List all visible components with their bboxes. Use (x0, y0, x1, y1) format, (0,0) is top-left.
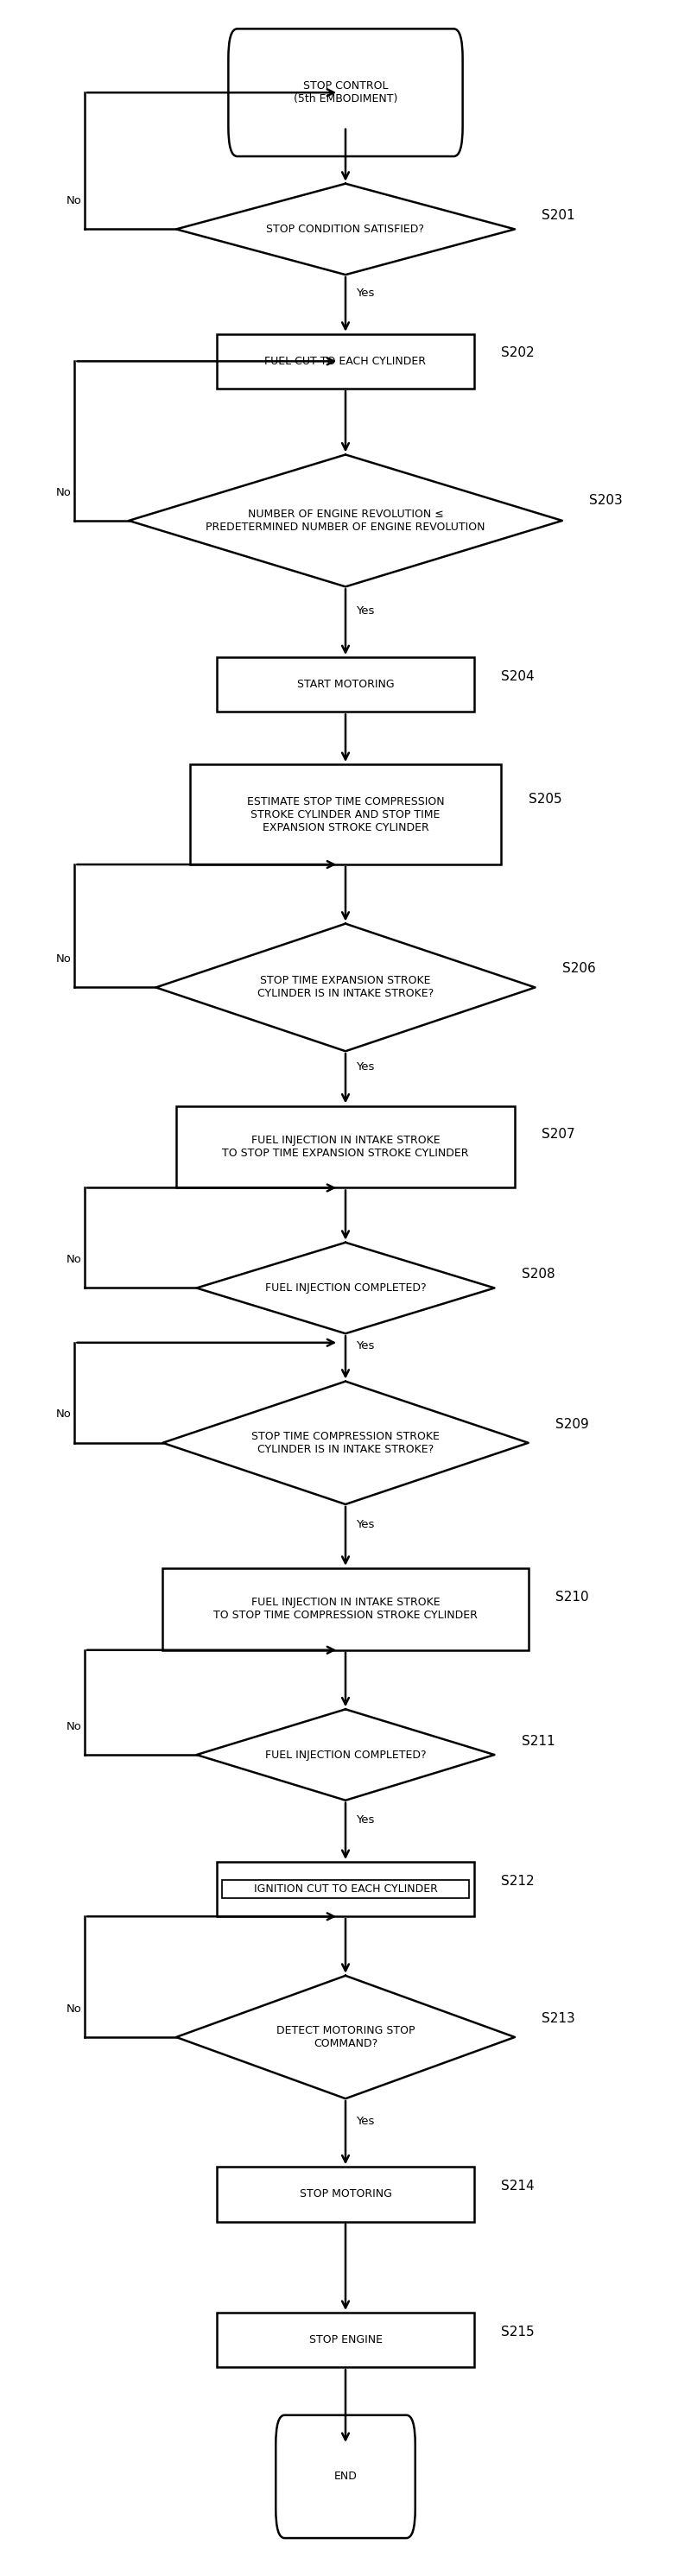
Text: FUEL CUT TO EACH CYLINDER: FUEL CUT TO EACH CYLINDER (265, 355, 426, 366)
Text: S204: S204 (501, 670, 535, 683)
Text: No: No (56, 487, 71, 497)
Text: S207: S207 (542, 1128, 575, 1141)
Text: STOP MOTORING: STOP MOTORING (299, 2190, 392, 2200)
Text: No: No (66, 1255, 82, 1265)
Polygon shape (176, 1976, 515, 2099)
Text: FUEL INJECTION IN INTAKE STROKE
TO STOP TIME EXPANSION STROKE CYLINDER: FUEL INJECTION IN INTAKE STROKE TO STOP … (223, 1136, 468, 1159)
Text: FUEL INJECTION COMPLETED?: FUEL INJECTION COMPLETED? (265, 1749, 426, 1759)
Text: S210: S210 (556, 1589, 589, 1602)
Bar (217, 657, 474, 711)
Text: Yes: Yes (356, 1520, 374, 1530)
Text: S213: S213 (542, 2012, 576, 2025)
Text: FUEL INJECTION IN INTAKE STROKE
TO STOP TIME COMPRESSION STROKE CYLINDER: FUEL INJECTION IN INTAKE STROKE TO STOP … (214, 1597, 477, 1620)
Bar (176, 1105, 515, 1188)
Text: No: No (56, 1409, 71, 1419)
Text: Yes: Yes (356, 2115, 374, 2128)
Polygon shape (196, 1242, 495, 1334)
Text: S214: S214 (501, 2179, 535, 2192)
Text: Yes: Yes (356, 1061, 374, 1072)
Bar (217, 335, 474, 389)
Bar (162, 1569, 529, 1651)
Polygon shape (176, 183, 515, 276)
Text: Yes: Yes (356, 1814, 374, 1826)
Text: S201: S201 (542, 209, 575, 222)
Text: S206: S206 (562, 961, 596, 974)
Text: DETECT MOTORING STOP
COMMAND?: DETECT MOTORING STOP COMMAND? (276, 2025, 415, 2050)
FancyBboxPatch shape (276, 2416, 415, 2537)
Text: S215: S215 (501, 2326, 535, 2339)
Text: STOP CONDITION SATISFIED?: STOP CONDITION SATISFIED? (267, 224, 424, 234)
Text: START MOTORING: START MOTORING (297, 680, 394, 690)
Text: END: END (334, 2470, 357, 2483)
Polygon shape (162, 1381, 529, 1504)
Bar (223, 1880, 468, 1899)
Text: IGNITION CUT TO EACH CYLINDER: IGNITION CUT TO EACH CYLINDER (254, 1883, 437, 1896)
Text: S208: S208 (522, 1267, 555, 1280)
Text: ESTIMATE STOP TIME COMPRESSION
STROKE CYLINDER AND STOP TIME
EXPANSION STROKE CY: ESTIMATE STOP TIME COMPRESSION STROKE CY… (247, 796, 444, 832)
Text: STOP TIME COMPRESSION STROKE
CYLINDER IS IN INTAKE STROKE?: STOP TIME COMPRESSION STROKE CYLINDER IS… (252, 1430, 439, 1455)
Text: S209: S209 (556, 1417, 589, 1430)
Text: STOP CONTROL
(5th EMBODIMENT): STOP CONTROL (5th EMBODIMENT) (294, 80, 397, 106)
Polygon shape (196, 1710, 495, 1801)
Polygon shape (156, 925, 535, 1051)
Text: FUEL INJECTION COMPLETED?: FUEL INJECTION COMPLETED? (265, 1283, 426, 1293)
Text: STOP ENGINE: STOP ENGINE (309, 2334, 382, 2347)
Text: No: No (66, 196, 82, 206)
Text: No: No (66, 2004, 82, 2014)
Text: S203: S203 (589, 495, 623, 507)
Text: Yes: Yes (356, 1340, 374, 1352)
Text: Yes: Yes (356, 289, 374, 299)
Bar (190, 765, 501, 866)
Polygon shape (129, 453, 562, 587)
Text: S211: S211 (522, 1734, 555, 1747)
Bar (217, 2313, 474, 2367)
Text: STOP TIME EXPANSION STROKE
CYLINDER IS IN INTAKE STROKE?: STOP TIME EXPANSION STROKE CYLINDER IS I… (257, 976, 434, 999)
Text: No: No (66, 1721, 82, 1731)
Text: S202: S202 (501, 348, 535, 361)
FancyBboxPatch shape (228, 28, 463, 157)
Bar (217, 1862, 474, 1917)
Bar (217, 2166, 474, 2221)
Text: Yes: Yes (356, 605, 374, 616)
Text: S212: S212 (501, 1875, 535, 1888)
Text: No: No (56, 953, 71, 963)
Text: S205: S205 (529, 793, 562, 806)
Text: NUMBER OF ENGINE REVOLUTION ≤
PREDETERMINED NUMBER OF ENGINE REVOLUTION: NUMBER OF ENGINE REVOLUTION ≤ PREDETERMI… (206, 507, 485, 533)
